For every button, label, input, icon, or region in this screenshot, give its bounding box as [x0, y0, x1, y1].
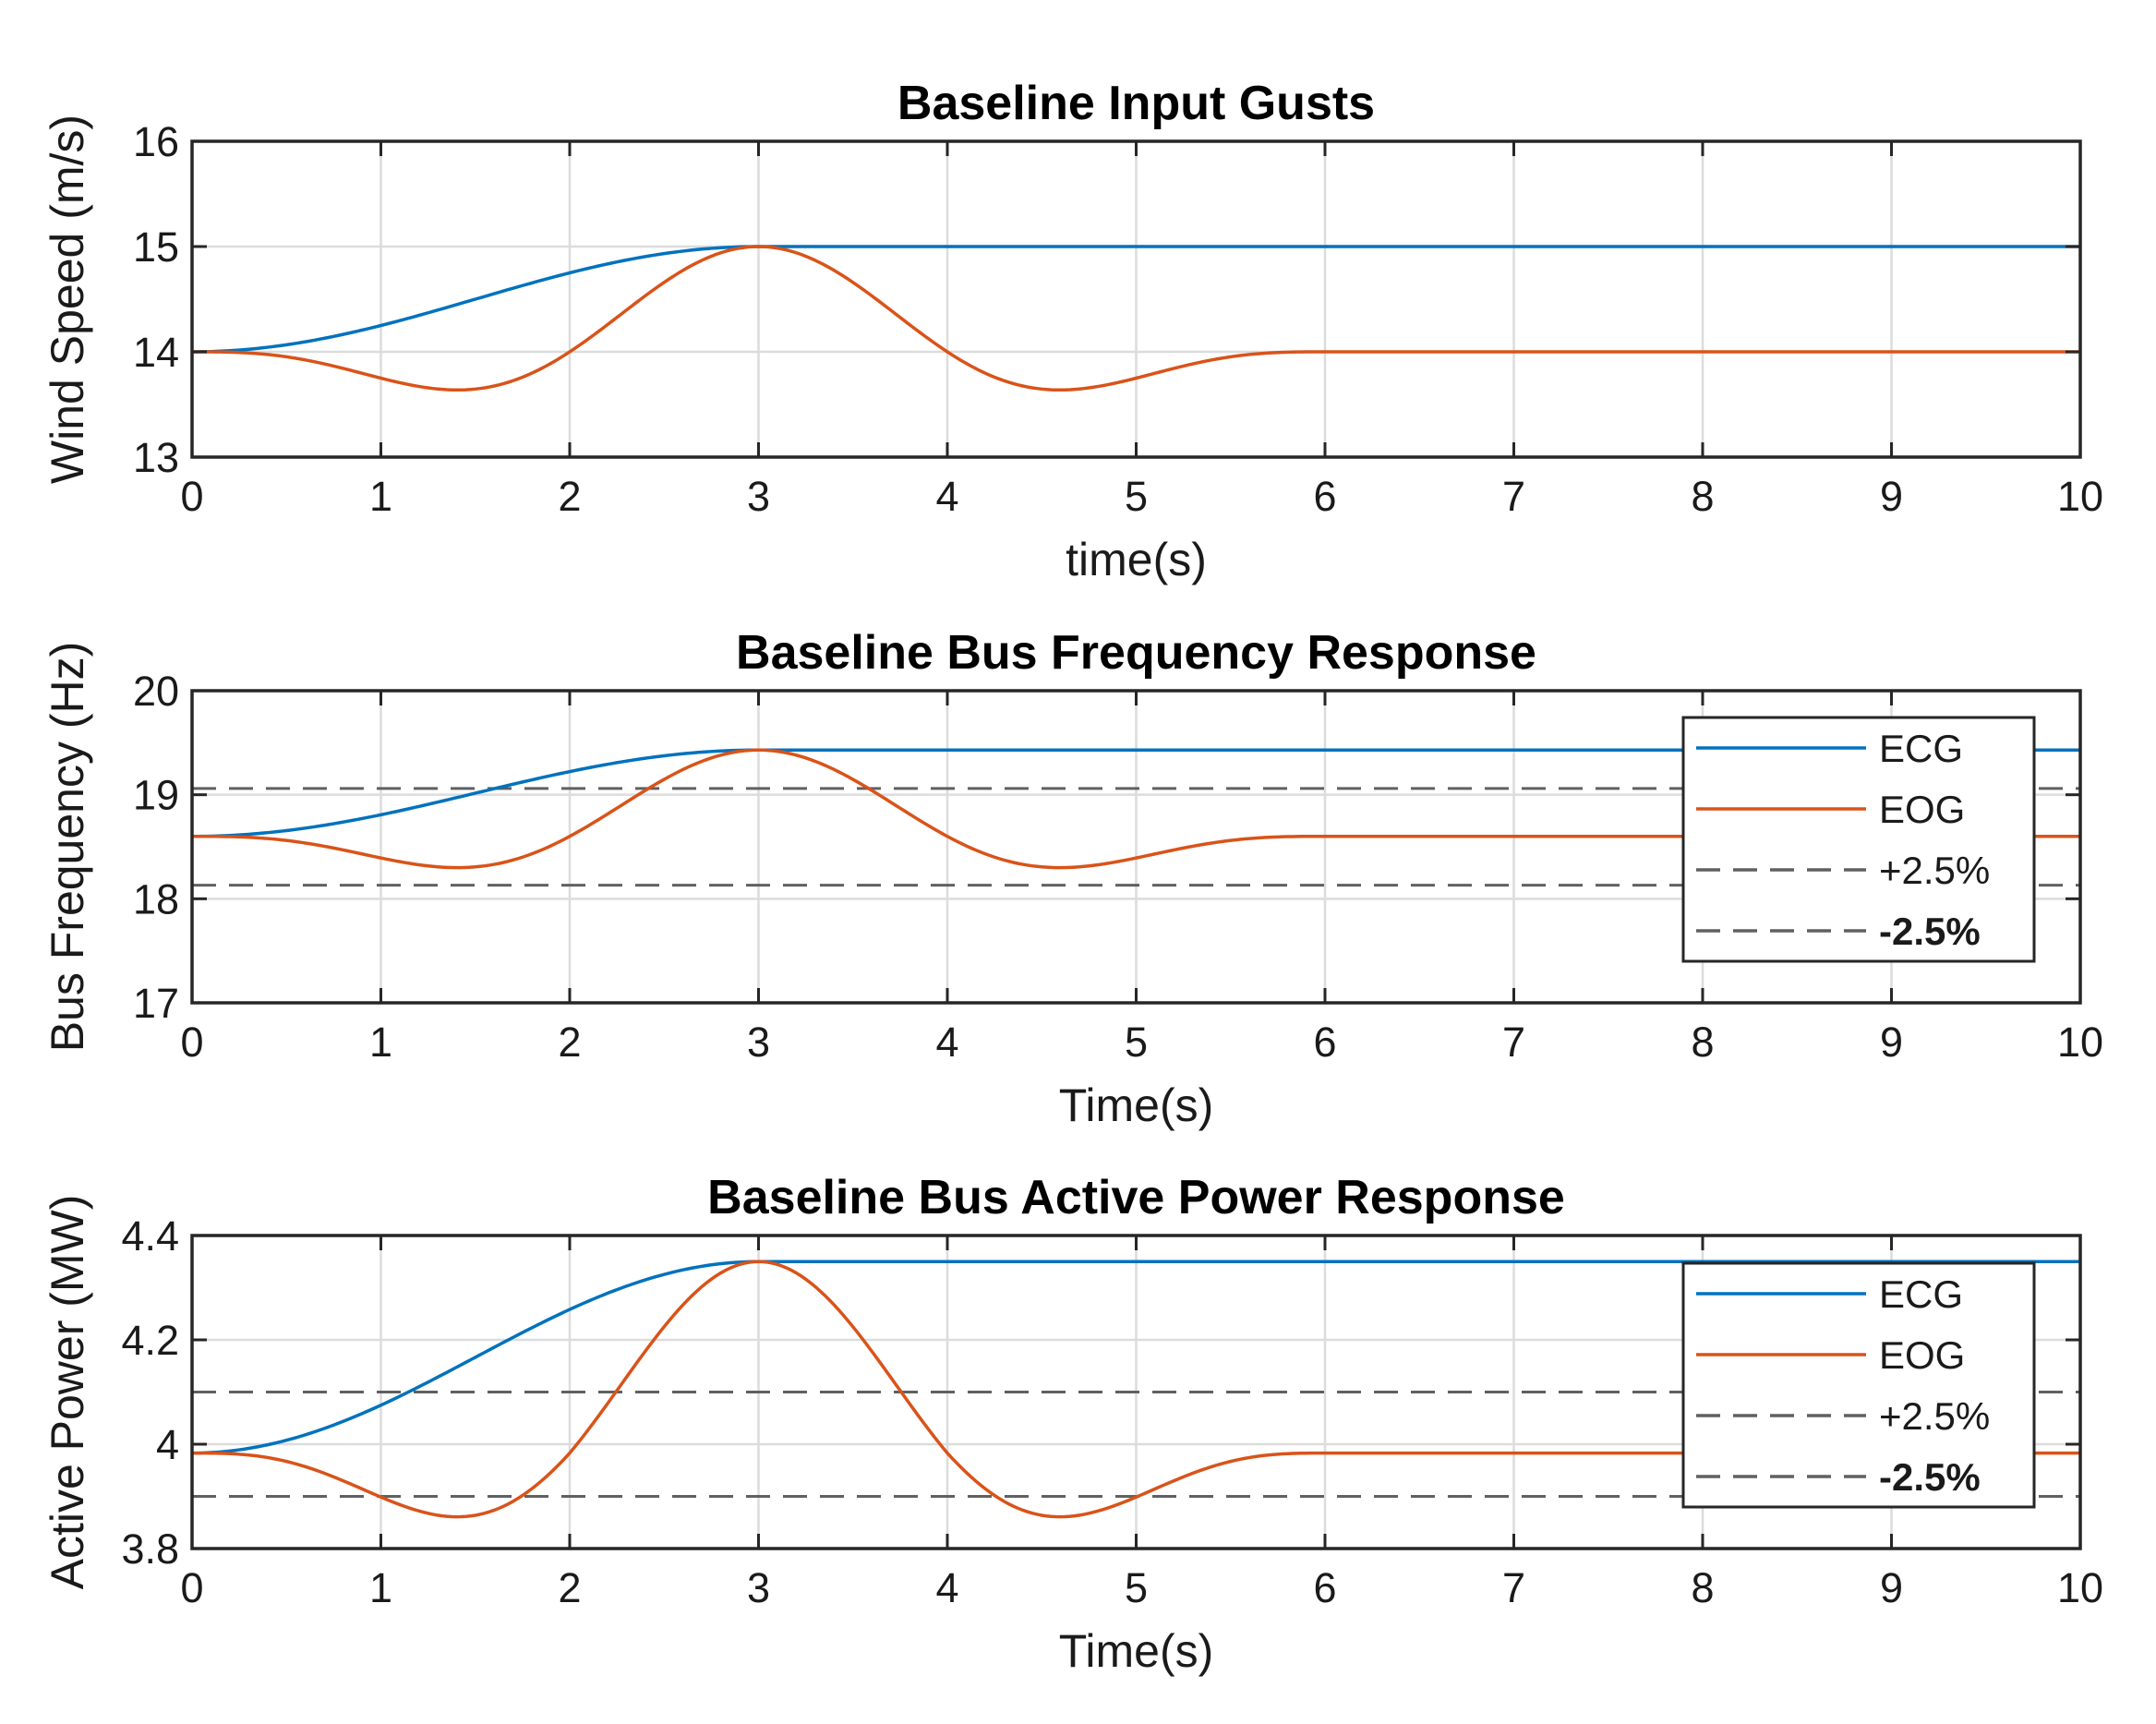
x-tick-label: 9	[1880, 473, 1903, 520]
subplot-3: 0 1 2 3 4 5 6 7 8 9 10 3.8 4 4.2 4.4 Baseline Bus Activ…	[42, 1171, 2103, 1677]
x-tick-label: 10	[2057, 1564, 2103, 1611]
chart-title: Baseline Input Gusts	[897, 77, 1375, 130]
x-tick-label: 0	[180, 1564, 203, 1611]
legend-label: -2.5%	[1879, 1455, 1981, 1499]
y-tick-label: 4	[156, 1421, 179, 1468]
y-tick-label: 17	[133, 980, 179, 1027]
chart-title: Baseline Bus Frequency Response	[736, 626, 1536, 680]
x-tick-label: 2	[558, 1564, 581, 1611]
legend-label: EOG	[1879, 788, 1965, 831]
y-axis-label: Wind Speed (m/s)	[42, 115, 93, 484]
x-tick-label: 3	[747, 473, 770, 520]
x-tick-label: 0	[180, 473, 203, 520]
x-tick-label: 3	[747, 1564, 770, 1611]
y-tick-label: 16	[133, 118, 179, 165]
x-tick-label: 5	[1125, 1564, 1148, 1611]
y-tick-label: 13	[133, 434, 179, 481]
x-axis-label: time(s)	[1066, 534, 1207, 585]
x-tick-label: 6	[1313, 1564, 1336, 1611]
x-tick-label: 2	[558, 473, 581, 520]
x-tick-label: 4	[935, 1564, 958, 1611]
y-axis-label: Bus Frequency (Hz)	[42, 642, 93, 1053]
y-tick-label: 3.8	[121, 1525, 179, 1573]
y-tick-label: 15	[133, 223, 179, 271]
x-axis-label: Time(s)	[1059, 1625, 1214, 1677]
x-tick-label: 7	[1502, 1019, 1525, 1066]
x-tick-label: 1	[369, 1564, 392, 1611]
legend-label: ECG	[1879, 1272, 1963, 1316]
series-line-ecg	[191, 245, 2080, 354]
x-tick-label: 1	[369, 473, 392, 520]
x-tick-label: 4	[935, 473, 958, 520]
legend: ECG EOG +2.5% -2.5%	[1681, 1261, 2036, 1509]
series-line-ecg	[191, 1260, 2080, 1455]
x-axis-label: Time(s)	[1059, 1079, 1214, 1131]
legend-label: ECG	[1879, 727, 1963, 770]
y-tick-label: 19	[133, 772, 179, 819]
chart-title: Baseline Bus Active Power Response	[707, 1171, 1565, 1224]
x-tick-label: 10	[2057, 473, 2103, 520]
x-tick-label: 8	[1691, 1564, 1714, 1611]
legend: ECG EOG +2.5% -2.5%	[1681, 716, 2036, 963]
y-axis-label: Active Power (MW)	[42, 1195, 93, 1590]
legend-label: +2.5%	[1879, 849, 1990, 892]
x-tick-label: 4	[935, 1019, 958, 1066]
x-tick-label: 9	[1880, 1019, 1903, 1066]
subplot-2: 0 1 2 3 4 5 6 7 8 9 10 17 18 19 20 Baseline Bus Frequen…	[42, 626, 2103, 1131]
x-tick-label: 5	[1125, 1019, 1148, 1066]
x-tick-label: 6	[1313, 473, 1336, 520]
x-tick-label: 1	[369, 1019, 392, 1066]
y-tick-label: 4.2	[121, 1317, 179, 1364]
x-tick-label: 5	[1125, 473, 1148, 520]
legend-label: -2.5%	[1879, 910, 1981, 953]
x-tick-label: 3	[747, 1019, 770, 1066]
x-tick-label: 0	[180, 1019, 203, 1066]
x-tick-label: 9	[1880, 1564, 1903, 1611]
x-tick-label: 8	[1691, 1019, 1714, 1066]
x-tick-label: 8	[1691, 473, 1714, 520]
x-tick-label: 7	[1502, 473, 1525, 520]
y-tick-label: 20	[133, 668, 179, 715]
x-tick-label: 7	[1502, 1564, 1525, 1611]
y-tick-label: 18	[133, 875, 179, 922]
x-tick-label: 6	[1313, 1019, 1336, 1066]
legend-label: EOG	[1879, 1333, 1965, 1377]
x-tick-label: 2	[558, 1019, 581, 1066]
legend-label: +2.5%	[1879, 1394, 1990, 1438]
x-tick-label: 10	[2057, 1019, 2103, 1066]
legend-box	[1681, 1261, 2036, 1509]
series-line-eog	[192, 245, 2080, 392]
subplot-1: 0 1 2 3 4 5 6 7 8 9 10 13 14 15 16 Baseline Input Gusts…	[42, 77, 2103, 585]
legend-box	[1681, 716, 2036, 963]
y-tick-label: 4.4	[121, 1212, 179, 1260]
y-tick-label: 14	[133, 329, 179, 376]
